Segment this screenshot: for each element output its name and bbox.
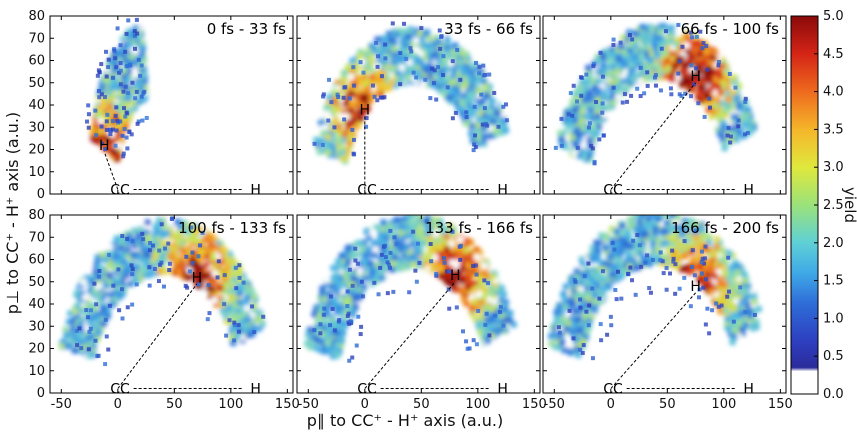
y-tick-label: 10 <box>28 165 45 180</box>
panel-title: 133 fs - 166 fs <box>425 219 533 237</box>
colorbar-tick-label: 0.0 <box>823 387 844 402</box>
cc-label: CC <box>357 382 377 398</box>
x-tick-label: 100 <box>218 397 243 412</box>
colorbar-tick-label: 2.5 <box>823 198 844 213</box>
panel: CC H H 166 fs - 200 fs -50 0 50 100 150 <box>542 214 793 412</box>
h-end-label: H <box>250 382 261 398</box>
h-position-label: H <box>690 279 701 295</box>
y-tick-label: 80 <box>28 208 45 223</box>
panel: CC H H 66 fs - 100 fs <box>542 15 787 199</box>
y-tick-label: 30 <box>28 120 45 135</box>
x-tick-label: 150 <box>768 397 793 412</box>
y-tick-label: 20 <box>28 342 45 357</box>
h-end-label: H <box>743 183 754 199</box>
panel-title: 0 fs - 33 fs <box>207 20 286 38</box>
y-tick-label: 10 <box>28 364 45 379</box>
x-tick-label: -50 <box>544 397 565 412</box>
x-tick-label: 50 <box>659 397 676 412</box>
h-position-label: H <box>192 270 203 286</box>
h-end-label: H <box>743 382 754 398</box>
colorbar: 0.0 0.5 1.0 1.5 2.0 2.5 3.0 3.5 4.0 4.5 5.0 yield <box>790 9 857 402</box>
x-tick-label: -50 <box>51 397 72 412</box>
cc-label: CC <box>357 183 377 199</box>
density-map <box>84 17 149 163</box>
y-tick-label: 40 <box>28 98 45 113</box>
x-tick-label: 100 <box>711 397 736 412</box>
density-map <box>548 215 762 361</box>
colorbar-tick-label: 1.5 <box>823 274 844 289</box>
x-tick-label: 100 <box>465 397 490 412</box>
panel: CC H H 100 fs - 133 fs 0 10 20 30 40 50 60 70 80 -50 0… <box>28 208 299 412</box>
x-tick-label: 50 <box>413 397 430 412</box>
density-map <box>304 215 517 363</box>
x-tick-label: 0 <box>607 397 615 412</box>
panel-title: 66 fs - 100 fs <box>681 20 780 38</box>
cc-label: CC <box>110 382 130 398</box>
y-tick-label: 70 <box>28 230 45 245</box>
x-tick-label: 50 <box>166 397 183 412</box>
cc-label: CC <box>603 183 623 199</box>
colorbar-ticks: 0.0 0.5 1.0 1.5 2.0 2.5 3.0 3.5 4.0 4.5 5.0 <box>814 9 844 402</box>
y-tick-label: 20 <box>28 143 45 158</box>
colorbar-tick-label: 4.5 <box>823 47 844 62</box>
colorbar-tick-label: 3.0 <box>823 160 844 175</box>
y-tick-label: 60 <box>28 253 45 268</box>
panel: CC H H 0 fs - 33 fs 0 10 20 30 40 50 60 70 80 <box>28 9 294 202</box>
panel: CC H H 33 fs - 66 fs <box>296 15 541 199</box>
y-tick-label: 30 <box>28 319 45 334</box>
cc-label: CC <box>110 183 130 199</box>
h-position-label: H <box>450 268 461 284</box>
h-position-label: H <box>360 102 371 118</box>
h-end-label: H <box>497 382 508 398</box>
colorbar-gradient <box>790 15 819 395</box>
colorbar-tick-label: 4.0 <box>823 85 844 100</box>
x-axis-label: p∥ to CC⁺ - H⁺ axis (a.u.) <box>307 411 503 430</box>
colorbar-tick-label: 5.0 <box>823 9 844 24</box>
density-map <box>312 21 509 165</box>
x-tick-label: 150 <box>522 397 547 412</box>
h-direction-line <box>103 151 119 190</box>
x-tick-label: 0 <box>361 397 369 412</box>
colorbar-label: yield <box>841 187 857 223</box>
y-tick-label: 60 <box>28 54 45 69</box>
cc-label: CC <box>603 382 623 398</box>
panel: CC H H 133 fs - 166 fs -50 0 50 100 150 <box>296 214 547 412</box>
panels-group: CC H H 0 fs - 33 fs 0 10 20 30 40 50 60 70 80 CC H H 33 … <box>28 9 792 412</box>
colorbar-tick-label: 1.0 <box>823 311 844 326</box>
h-direction-line <box>610 82 696 190</box>
h-position-label: H <box>99 138 110 154</box>
panel-title: 33 fs - 66 fs <box>444 20 533 38</box>
colorbar-tick-label: 3.5 <box>823 122 844 137</box>
y-tick-label: 0 <box>37 386 45 401</box>
h-end-label: H <box>497 183 508 199</box>
panel-background <box>50 16 293 194</box>
h-direction-line <box>364 281 456 389</box>
x-tick-label: -50 <box>298 397 319 412</box>
panel-title: 166 fs - 200 fs <box>671 219 779 237</box>
h-direction-line <box>610 292 696 389</box>
h-position-label: H <box>690 69 701 85</box>
density-map <box>553 22 758 166</box>
y-tick-label: 50 <box>28 275 45 290</box>
colorbar-tick-label: 0.5 <box>823 349 844 364</box>
colorbar-tick-label: 2.0 <box>823 236 844 251</box>
panel-title: 100 fs - 133 fs <box>178 219 286 237</box>
y-tick-label: 50 <box>28 76 45 91</box>
h-direction-line <box>117 283 198 389</box>
y-tick-label: 80 <box>28 9 45 24</box>
density-map <box>58 216 266 367</box>
y-tick-label: 0 <box>37 187 45 202</box>
h-end-label: H <box>250 183 261 199</box>
y-axis-label: p⊥ to CC⁺ - H⁺ axis (a.u.) <box>3 112 22 314</box>
y-tick-label: 40 <box>28 297 45 312</box>
x-tick-label: 150 <box>275 397 300 412</box>
x-tick-label: 0 <box>114 397 122 412</box>
y-tick-label: 70 <box>28 31 45 46</box>
